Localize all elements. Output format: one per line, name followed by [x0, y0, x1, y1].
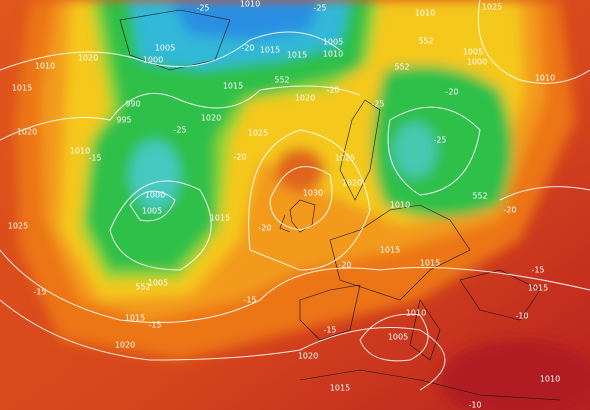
isobar-label: 1020	[78, 54, 98, 63]
isobar-label: 1020	[298, 352, 318, 361]
temperature-label: -15	[33, 288, 46, 297]
temperature-label: -20	[326, 86, 339, 95]
isobar-label: 1005	[388, 333, 408, 342]
temperature-label: -20	[241, 44, 254, 53]
isobar-label: 1010	[323, 50, 343, 59]
isobar-label: 1020	[295, 94, 315, 103]
isobar-label: 1015	[12, 84, 32, 93]
isobar-label: 1020	[342, 179, 362, 188]
temperature-label: -20	[338, 261, 351, 270]
temperature-label: -20	[503, 206, 516, 215]
isobar-label: 1005	[142, 207, 162, 216]
temperature-label: -10	[468, 401, 481, 410]
isobar-label: 1020	[17, 128, 37, 137]
height-labels: 552 552 552 552 552	[135, 37, 487, 292]
isobar-label: 1020	[115, 341, 135, 350]
isobar-label: 1015	[330, 384, 350, 393]
isobar-label: 1010	[70, 147, 90, 156]
height-label: 552	[394, 63, 409, 72]
height-label: 552	[472, 192, 487, 201]
isobar-label: 1010	[390, 201, 410, 210]
temperature-label: -15	[148, 321, 161, 330]
height-label: 552	[135, 283, 150, 292]
isobar-label: 1010	[240, 0, 260, 9]
isobar-label: 1005	[463, 48, 483, 57]
temperature-label: -25	[196, 4, 209, 13]
temperature-label: -15	[323, 326, 336, 335]
temperature-label: -20	[233, 153, 246, 162]
isobar-label: 1025	[335, 154, 355, 163]
temperature-label: -25	[173, 126, 186, 135]
isobar-label: 1000	[467, 58, 487, 67]
isobar-label: 1010	[540, 375, 560, 384]
temperature-labels: -25 -25 -20 -25 -20 -25 -15 -20 -20 -25 …	[33, 4, 544, 410]
isobar-label: 1010	[35, 62, 55, 71]
isobar-label: 1025	[248, 129, 268, 138]
temperature-label: -25	[433, 136, 446, 145]
isobars	[0, 0, 590, 390]
isobar-label: 1015	[210, 214, 230, 223]
isobar-label: 1005	[155, 44, 175, 53]
isobar-label: 1015	[380, 246, 400, 255]
temperature-label: -15	[531, 266, 544, 275]
isobar-label: 1010	[406, 309, 426, 318]
temperature-label: -25	[371, 100, 384, 109]
isobar-labels: 1010 1015 1015 1005 1010 1005 1000 1020 …	[8, 0, 560, 393]
isobar-label: 1015	[528, 284, 548, 293]
temperature-label: -20	[445, 88, 458, 97]
isobar-label: 1025	[482, 3, 502, 12]
isobar-label: 1030	[303, 189, 323, 198]
temperature-label: -15	[243, 296, 256, 305]
temperature-label: -10	[515, 312, 528, 321]
isobar-label: 1010	[415, 9, 435, 18]
isobar-label: 1025	[8, 222, 28, 231]
isobar-label: 1005	[323, 38, 343, 47]
isobar-label: 1015	[125, 314, 145, 323]
isobar-label: 1015	[420, 259, 440, 268]
isobar-label: 990	[125, 100, 140, 109]
isobar-label: 995	[116, 116, 131, 125]
height-label: 552	[418, 37, 433, 46]
isobar-label: 1000	[143, 56, 163, 65]
temperature-label: -15	[88, 154, 101, 163]
isobar-label: 1010	[535, 74, 555, 83]
isobar-label: 1015	[287, 51, 307, 60]
isobar-label: 1000	[145, 191, 165, 200]
isobar-label: 1015	[260, 46, 280, 55]
isobar-label: 1005	[148, 279, 168, 288]
isobar-label: 1015	[223, 82, 243, 91]
isobar-label: 1020	[201, 114, 221, 123]
temperature-label: -20	[258, 224, 271, 233]
height-label: 552	[274, 76, 289, 85]
temperature-label: -25	[313, 4, 326, 13]
